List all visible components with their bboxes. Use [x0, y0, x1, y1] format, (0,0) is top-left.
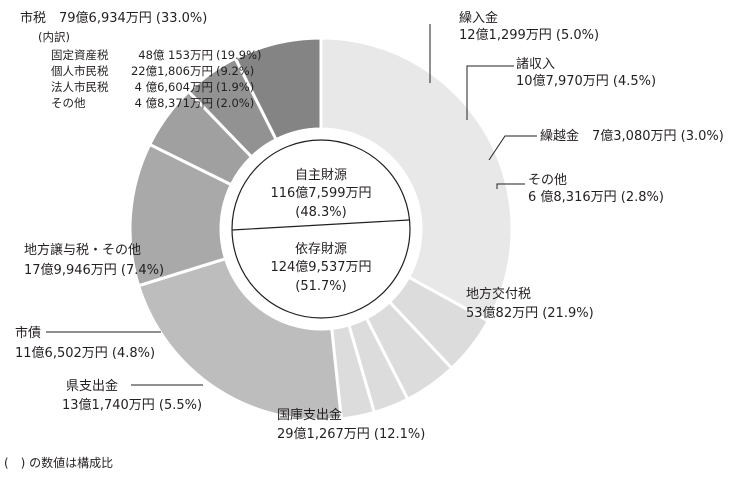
slice-labels: 市税 79億6,934万円 (33.0%)(内訳)固定資産税 48億 153万円(… [15, 10, 724, 442]
own-source-amount: 116億7,599万円 [270, 185, 371, 201]
tax-breakdown-label: その他 [51, 96, 86, 110]
label-県支出金-value: 13億1,740万円 (5.5%) [62, 397, 202, 413]
label-その他-value: 6 億8,316万円 (2.8%) [528, 189, 664, 205]
tax-breakdown-percent: (9.2%) [216, 64, 254, 78]
label-地方譲与税-value: 17億9,946万円 (7.4%) [24, 262, 164, 278]
center-divider [231, 219, 410, 231]
leader-その他 [496, 183, 525, 189]
tax-breakdown-amount: 4 億8,371万円 [135, 96, 213, 110]
center-ring [231, 139, 411, 319]
own-source-label: 自主財源 [295, 168, 347, 183]
label-地方交付税: 地方交付税 [466, 286, 531, 302]
tax-breakdown-amount: 22億1,806万円 [131, 64, 213, 78]
own-source-percent: (48.3%) [295, 205, 346, 220]
label-市税: 市税 79億6,934万円 (33.0%) [20, 10, 207, 26]
slice-5 [136, 256, 344, 422]
center-circle: 自主財源 116億7,599万円 (48.3%) 依存財源 124億9,537万円 (51… [231, 139, 411, 319]
footnote: ( ) の数値は構成比 [4, 455, 113, 470]
leader-諸収入 [466, 65, 514, 120]
dependent-amount: 124億9,537万円 [270, 259, 371, 275]
leader-繰越金 [488, 135, 537, 161]
tax-breakdown-amount: 48億 153万円 [138, 48, 213, 62]
tax-breakdown-heading: (内訳) [38, 30, 70, 44]
label-地方交付税-value: 53億82万円 (21.9%) [466, 305, 594, 321]
slice-0 [319, 36, 514, 324]
tax-breakdown-amount: 4 億6,604万円 [135, 80, 213, 94]
donut-slices [128, 36, 514, 422]
dependent-percent: (51.7%) [295, 279, 346, 294]
label-市債: 市債 [15, 325, 41, 341]
label-地方譲与税: 地方譲与税・その他 [24, 242, 141, 258]
tax-breakdown-percent: (1.9%) [216, 80, 254, 94]
label-県支出金: 県支出金 [66, 378, 118, 394]
label-国庫支出金: 国庫支出金 [277, 407, 342, 423]
label-繰入金: 繰入金 [459, 10, 498, 26]
leader-lines [46, 24, 537, 386]
label-繰入金-value: 12億1,299万円 (5.0%) [459, 27, 599, 43]
tax-breakdown-label: 固定資産税 [51, 48, 109, 62]
label-その他: その他 [528, 173, 567, 188]
label-市債-value: 11億6,502万円 (4.8%) [15, 345, 155, 361]
tax-breakdown-percent: (2.0%) [216, 96, 254, 110]
slice-9 [233, 36, 323, 142]
label-国庫支出金-value: 29億1,267万円 (12.1%) [277, 426, 425, 442]
dependent-label: 依存財源 [295, 242, 347, 257]
tax-breakdown-label: 法人市民税 [51, 80, 109, 94]
tax-breakdown-percent: (19.9%) [216, 48, 262, 62]
tax-breakdown-label: 個人市民税 [51, 64, 109, 78]
label-諸収入-value: 10億7,970万円 (4.5%) [516, 73, 656, 89]
label-繰越金: 繰越金 7億3,080万円 (3.0%) [540, 128, 724, 144]
label-諸収入: 諸収入 [516, 56, 555, 72]
